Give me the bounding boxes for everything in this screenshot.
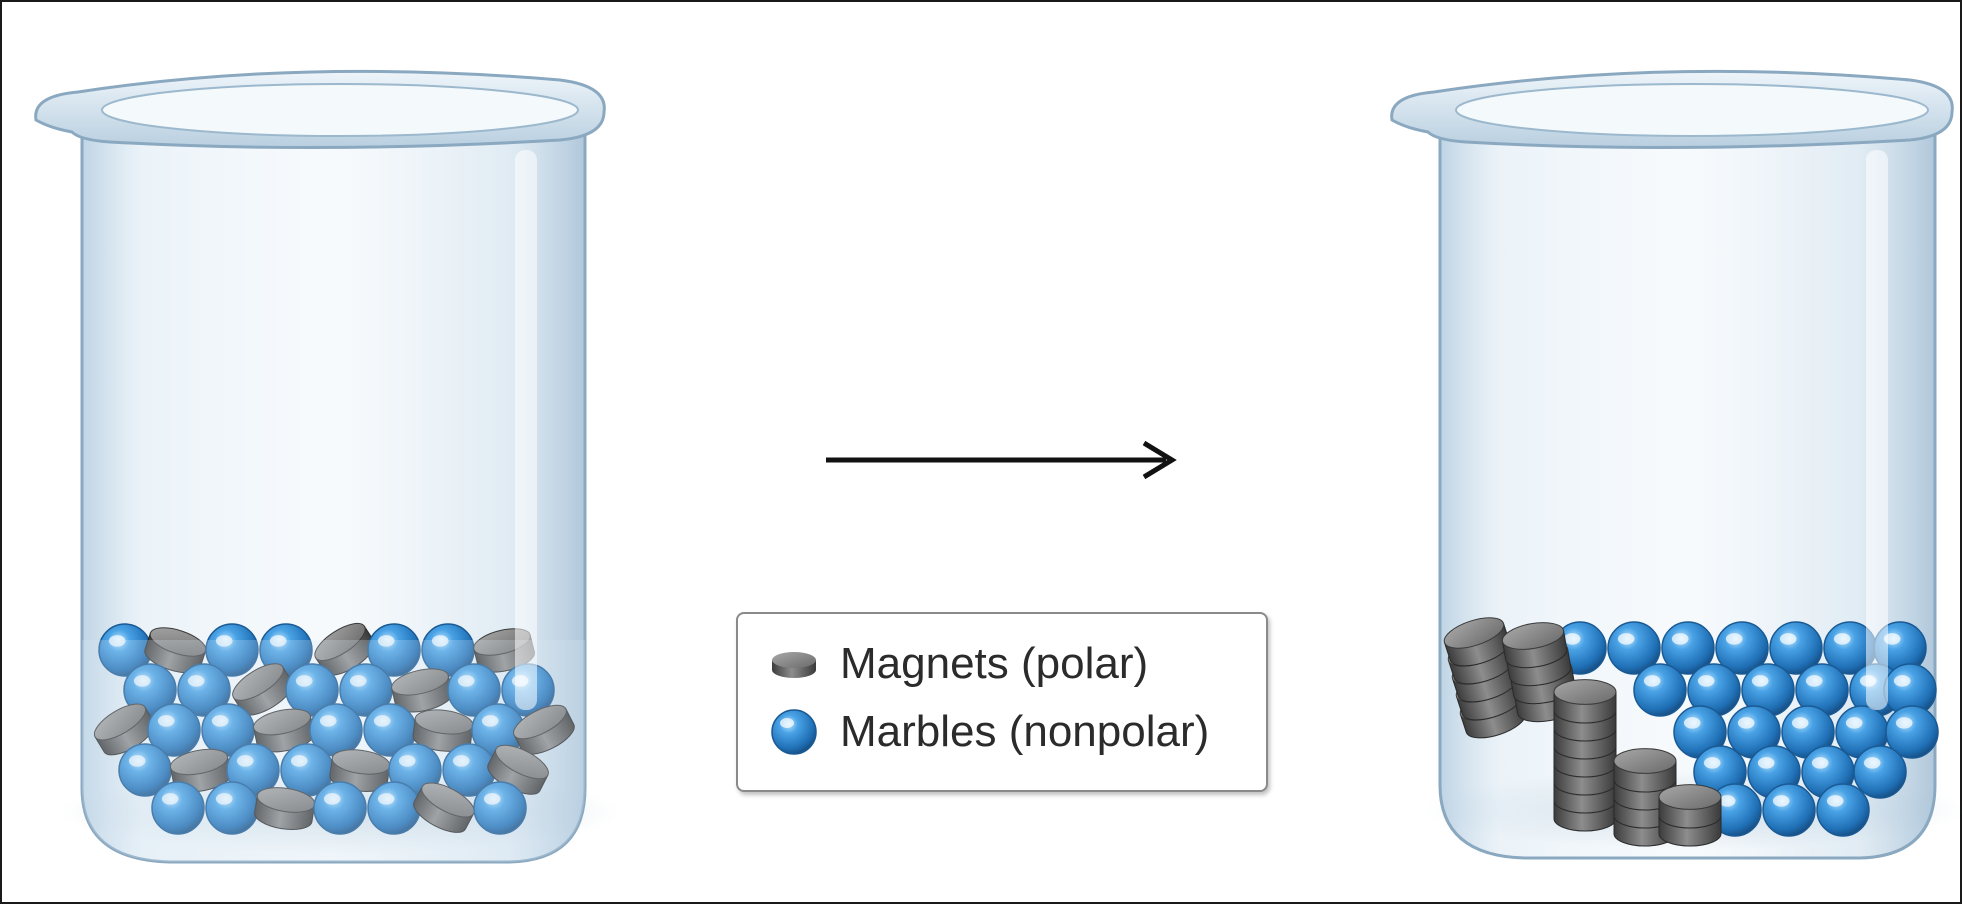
marble	[1715, 621, 1769, 675]
beaker-mixed	[34, 69, 620, 864]
legend-label-magnets: Magnets (polar)	[840, 639, 1149, 688]
marble	[1835, 705, 1889, 759]
marble	[1769, 621, 1823, 675]
marble	[1885, 705, 1939, 759]
magnet	[1613, 748, 1677, 793]
blue-marble-icon	[771, 709, 817, 755]
mixed-contents	[93, 622, 575, 835]
marble	[471, 703, 525, 757]
beaker-mouth	[101, 83, 579, 137]
marble	[1661, 621, 1715, 675]
marble	[1823, 621, 1877, 675]
magnet-disc-icon	[772, 652, 816, 678]
beaker-front-glass	[82, 640, 585, 862]
marble	[1795, 663, 1849, 717]
magnet	[1658, 784, 1722, 829]
marble	[147, 703, 201, 757]
glass-highlight	[1866, 150, 1888, 710]
marble	[1853, 745, 1907, 799]
legend-item-magnets: Magnets (polar)	[768, 638, 1148, 690]
marble	[259, 623, 313, 677]
magnet	[391, 668, 453, 713]
marble	[1816, 783, 1870, 837]
magnet	[413, 782, 475, 833]
marble	[309, 703, 363, 757]
legend-item-marbles: Marbles (nonpolar)	[768, 706, 1209, 758]
magnet	[1443, 617, 1510, 667]
marble	[363, 703, 417, 757]
beaker-mouth	[1455, 83, 1929, 137]
glass-highlight	[515, 150, 537, 710]
beaker-separated	[1390, 69, 1962, 860]
separated-contents	[1443, 617, 1939, 847]
marble	[339, 663, 393, 717]
marble	[177, 663, 231, 717]
magnet	[93, 703, 155, 756]
magnet	[144, 627, 207, 674]
legend-box: Magnets (polar) Marbles (nonpolar)	[736, 612, 1268, 792]
marble	[447, 663, 501, 717]
marble	[1762, 783, 1816, 837]
marble	[367, 623, 421, 677]
legend-label-marbles: Marbles (nonpolar)	[840, 707, 1210, 756]
marble	[1633, 663, 1687, 717]
marble	[473, 781, 527, 835]
marble	[98, 623, 152, 677]
transition-arrow	[826, 440, 1177, 480]
arrow-head-icon	[1142, 440, 1177, 480]
marble	[151, 781, 205, 835]
marble	[1727, 705, 1781, 759]
magnet	[1501, 622, 1568, 669]
magnet	[412, 709, 474, 752]
marble	[1607, 621, 1661, 675]
marble	[205, 623, 259, 677]
marble	[313, 781, 367, 835]
marble	[118, 743, 172, 797]
marble	[285, 663, 339, 717]
marble	[205, 781, 259, 835]
magnet	[1553, 679, 1617, 724]
marble	[1708, 783, 1762, 837]
